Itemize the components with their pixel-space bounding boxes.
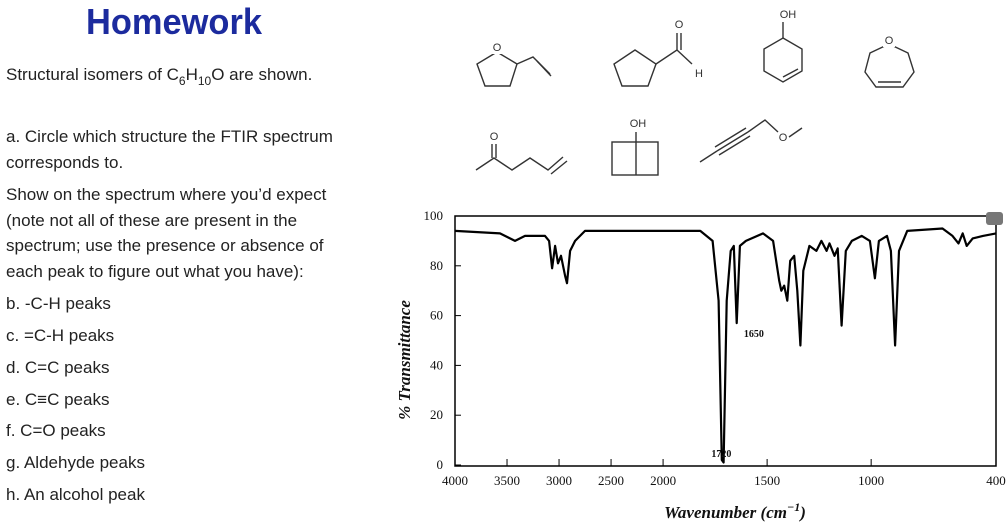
x-tick-label: 1500	[754, 473, 780, 488]
bond	[550, 160, 568, 175]
question-line: h. An alcohol peak	[6, 485, 145, 504]
bond	[676, 49, 693, 65]
atom-label: O	[490, 131, 499, 143]
x-tick-label: 4000	[442, 473, 468, 488]
question-line: each peak to figure out what you have):	[6, 262, 304, 281]
x-tick-label: 400	[986, 473, 1006, 488]
x-axis-label-text: Wavenumber (cm	[664, 503, 787, 522]
question-line: c. =C-H peaks	[6, 326, 114, 345]
peak-annotation: 1720	[711, 449, 731, 460]
intro-text: O are shown.	[211, 65, 312, 84]
icon[interactable]	[986, 212, 1003, 225]
question-line: spectrum; use the presence or absence of	[6, 236, 324, 255]
atom-label: O	[885, 35, 894, 47]
bond	[655, 33, 678, 65]
label-bg	[491, 42, 503, 54]
bond	[536, 60, 552, 77]
x-axis-label: Wavenumber (cm−1)	[664, 500, 806, 522]
ring	[476, 51, 518, 87]
title: Homework	[86, 1, 263, 42]
y-axis-label: % Transmittance	[395, 300, 414, 420]
y-tick-label: 80	[430, 258, 443, 273]
ring	[864, 43, 915, 88]
bond	[699, 150, 718, 163]
y-tick-label: 0	[437, 457, 444, 472]
subscript: 6	[179, 74, 186, 88]
bond	[747, 119, 779, 133]
question-line: g. Aldehyde peaks	[6, 453, 145, 472]
question-line: e. C≡C peaks	[6, 390, 109, 409]
question-line: f. C=O peaks	[6, 421, 106, 440]
bond	[516, 56, 551, 75]
question-line: (note not all of these are present in th…	[6, 211, 297, 230]
y-tick-label: 100	[424, 208, 444, 223]
question-line: d. C=C peaks	[6, 358, 109, 377]
y-tick-label: 60	[430, 308, 443, 323]
bond	[714, 127, 747, 148]
intro-text: H	[186, 65, 198, 84]
spectrum-line	[454, 227, 997, 464]
label-bg	[883, 35, 895, 47]
atom-label: OH	[780, 9, 797, 21]
bond	[788, 127, 803, 138]
atom-label: O	[675, 19, 684, 31]
x-tick-label: 3500	[494, 473, 520, 488]
ring	[763, 37, 803, 83]
intro-text: Structural isomers of C	[6, 65, 179, 84]
x-tick-label: 3000	[546, 473, 572, 488]
x-tick-label: 2000	[650, 473, 676, 488]
ring	[613, 49, 657, 87]
question-line: Show on the spectrum where you’d expect	[6, 185, 327, 204]
x-axis-label-text: )	[798, 503, 806, 522]
x-tick-label: 2500	[598, 473, 624, 488]
bond	[475, 156, 564, 171]
bond	[718, 135, 751, 156]
superscript: −1	[787, 500, 800, 514]
y-tick-label: 20	[430, 407, 443, 422]
structures: O O H OH O O OH O	[475, 9, 915, 176]
atom-label: H	[695, 68, 703, 80]
peak-annotation: 1650	[744, 329, 764, 340]
y-tick-label: 40	[430, 357, 443, 372]
bond	[782, 68, 799, 78]
x-tick-label: 1000	[858, 473, 884, 488]
atom-label: OH	[630, 118, 647, 130]
intro: Structural isomers of C6H10O are shown.	[6, 65, 312, 88]
ir-spectrum: % Transmittance Wavenumber (cm−1) 0 20 40 6…	[395, 208, 1006, 522]
atom-label: O	[493, 42, 502, 54]
ring	[611, 141, 659, 176]
bond	[716, 131, 749, 152]
question-line: b. -C-H peaks	[6, 294, 111, 313]
atom-label: O	[779, 132, 788, 144]
questions: a. Circle which structure the FTIR spect…	[6, 127, 333, 504]
question-line: corresponds to.	[6, 153, 123, 172]
question-line: a. Circle which structure the FTIR spect…	[6, 127, 333, 146]
subscript: 10	[198, 74, 212, 88]
